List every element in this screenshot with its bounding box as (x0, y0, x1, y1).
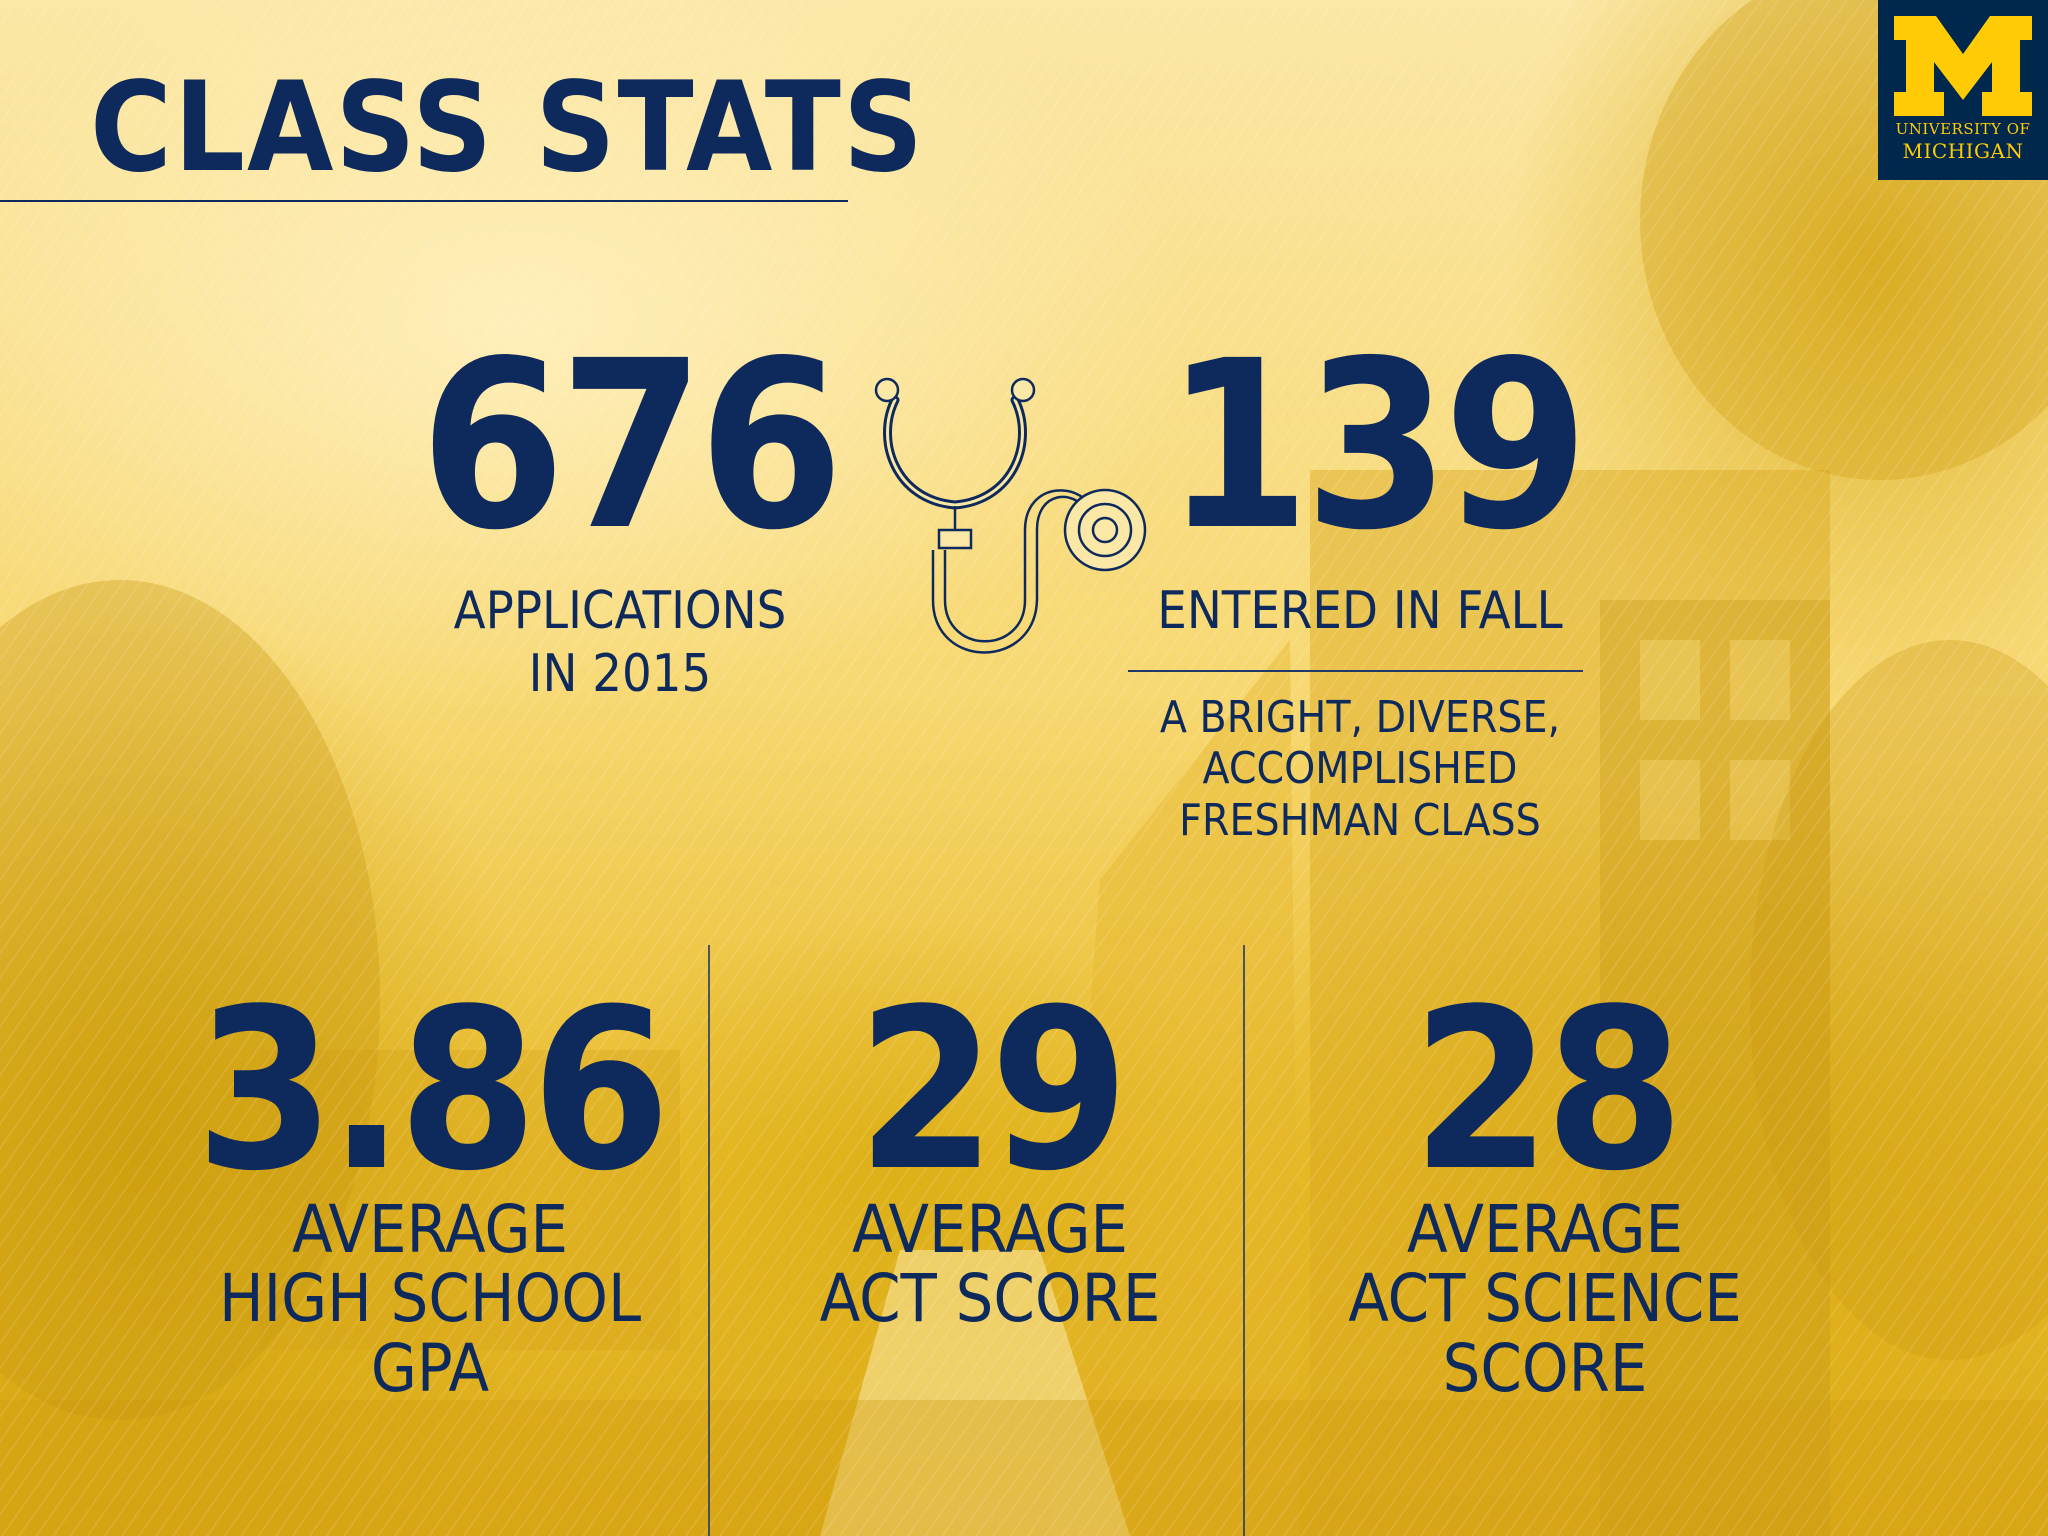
entered-value: 139 (1165, 311, 1589, 581)
entered-divider (1128, 670, 1583, 672)
entered-label: ENTERED IN FALL (1157, 581, 1563, 641)
column-divider-right (1243, 945, 1245, 1536)
applications-value: 676 (420, 311, 844, 581)
page-title: CLASS STATS (90, 56, 926, 200)
freshman-class-note: A BRIGHT, DIVERSE, ACCOMPLISHED FRESHMAN… (1159, 692, 1561, 846)
act-label: AVERAGE ACT SCORE (819, 1191, 1161, 1338)
applications-label: APPLICATIONS IN 2015 (453, 581, 787, 705)
act-science-value: 28 (1412, 962, 1684, 1220)
act-science-label: AVERAGE ACT SCIENCE SCORE (1348, 1191, 1742, 1407)
act-value: 29 (857, 962, 1129, 1220)
column-divider-left (708, 945, 710, 1536)
stethoscope-icon (874, 377, 1147, 654)
gpa-label: AVERAGE HIGH SCHOOL GPA (218, 1191, 642, 1407)
block-m-logo-icon (1894, 16, 2032, 116)
gpa-value: 3.86 (195, 962, 671, 1220)
logo-line-university: UNIVERSITY OF (1895, 120, 2031, 138)
logo-line-michigan: MICHIGAN (1902, 139, 2024, 163)
title-divider (0, 200, 848, 202)
university-logo: UNIVERSITY OF MICHIGAN (1878, 0, 2048, 180)
